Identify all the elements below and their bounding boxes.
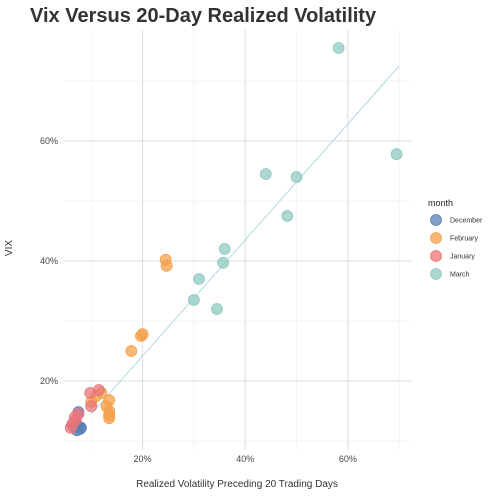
legend-swatch-january	[430, 250, 442, 262]
trend-line	[90, 65, 400, 415]
legend-label-january: January	[450, 254, 475, 261]
data-point-march	[290, 171, 303, 183]
legend-label-february: February	[450, 236, 479, 243]
legend-swatch-march	[430, 268, 442, 280]
grid	[63, 30, 412, 450]
data-point-march	[281, 210, 294, 222]
legend: month December February January March	[428, 198, 483, 280]
data-point-february	[103, 412, 116, 425]
data-point-march	[211, 303, 223, 315]
data-points	[64, 42, 403, 437]
legend-swatch-december	[430, 214, 442, 226]
legend-title: month	[428, 198, 453, 208]
y-axis-ticks: 20% 40% 60%	[40, 136, 58, 386]
x-tick-label: 60%	[339, 454, 357, 464]
x-tick-label: 20%	[134, 454, 152, 464]
data-point-march	[187, 294, 200, 306]
y-tick-label: 20%	[40, 376, 58, 386]
legend-label-december: December	[450, 218, 483, 225]
data-point-march	[332, 42, 345, 54]
data-point-february	[135, 330, 147, 342]
y-axis-label: VIX	[4, 240, 15, 256]
y-tick-label: 40%	[40, 256, 58, 266]
data-point-march	[193, 273, 205, 285]
data-point-february	[125, 345, 138, 357]
data-point-january	[68, 411, 81, 423]
x-axis-ticks: 20% 40% 60%	[134, 454, 357, 464]
data-point-january	[64, 421, 77, 434]
y-tick-label: 60%	[40, 136, 58, 146]
data-point-march	[390, 148, 403, 161]
legend-label-march: March	[450, 272, 470, 279]
data-point-march	[259, 168, 272, 180]
trend-line-group	[90, 65, 400, 415]
data-point-february	[160, 259, 173, 272]
chart-title: Vix Versus 20-Day Realized Volatility	[30, 5, 377, 27]
legend-swatch-february	[430, 232, 442, 244]
data-point-march	[218, 243, 231, 255]
data-point-january	[93, 384, 105, 396]
data-point-march	[217, 256, 230, 269]
x-tick-label: 40%	[236, 454, 254, 464]
x-axis-label: Realized Volatility Preceding 20 Trading…	[136, 479, 338, 490]
data-point-january	[85, 400, 98, 413]
